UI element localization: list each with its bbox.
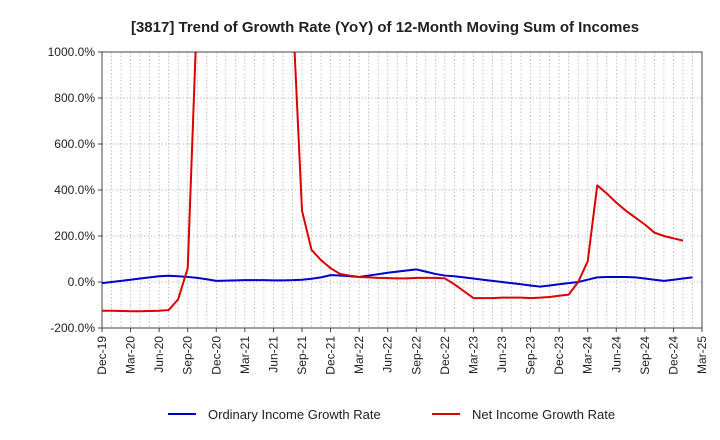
x-tick-label: Dec-21 <box>324 336 338 375</box>
legend-label: Net Income Growth Rate <box>472 407 615 422</box>
y-tick-label: -200.0% <box>50 321 95 335</box>
series-line-net-income <box>102 52 684 313</box>
x-tick-label: Dec-20 <box>209 336 223 375</box>
legend-label: Ordinary Income Growth Rate <box>208 407 381 422</box>
x-tick-label: Sep-23 <box>524 336 538 375</box>
y-tick-label: 200.0% <box>54 229 95 243</box>
x-tick-label: Mar-23 <box>466 336 480 374</box>
legend: Ordinary Income Growth Rate Net Income Gr… <box>168 407 615 422</box>
series-layer <box>102 52 693 313</box>
x-tick-label: Jun-23 <box>495 336 509 373</box>
x-tick-label: Mar-25 <box>695 336 709 374</box>
chart-title: [3817] Trend of Growth Rate (YoY) of 12-… <box>131 19 639 36</box>
x-tick-label: Sep-21 <box>295 336 309 375</box>
x-tick-label: Mar-20 <box>124 336 138 374</box>
y-tick-label: 0.0% <box>68 275 96 289</box>
x-tick-label: Mar-24 <box>581 336 595 374</box>
x-axis-ticks: Dec-19 Mar-20 Jun-20 Sep-20 Dec-20 Mar-21 Jun-… <box>95 328 709 375</box>
x-tick-label: Mar-22 <box>352 336 366 374</box>
y-tick-label: 1000.0% <box>48 45 96 59</box>
y-tick-label: 800.0% <box>54 91 95 105</box>
x-tick-label: Dec-23 <box>552 336 566 375</box>
x-tick-label: Dec-22 <box>438 336 452 375</box>
y-tick-label: 600.0% <box>54 137 95 151</box>
x-tick-label: Jun-22 <box>381 336 395 373</box>
x-tick-label: Sep-22 <box>409 336 423 375</box>
y-tick-label: 400.0% <box>54 183 95 197</box>
x-tick-label: Mar-21 <box>238 336 252 374</box>
x-tick-label: Sep-20 <box>181 336 195 375</box>
series-line-ordinary-income <box>102 268 693 288</box>
x-tick-label: Dec-24 <box>666 336 680 375</box>
plot-frame <box>101 51 703 329</box>
grid-layer <box>102 52 702 328</box>
y-axis-ticks: -200.0% 0.0% 200.0% 400.0% 600.0% 800.0% 1000.… <box>48 45 102 335</box>
x-tick-label: Jun-21 <box>266 336 280 373</box>
x-tick-label: Dec-19 <box>95 336 109 375</box>
x-tick-label: Jun-20 <box>152 336 166 373</box>
x-tick-label: Sep-24 <box>638 336 652 375</box>
x-tick-label: Jun-24 <box>609 336 623 373</box>
